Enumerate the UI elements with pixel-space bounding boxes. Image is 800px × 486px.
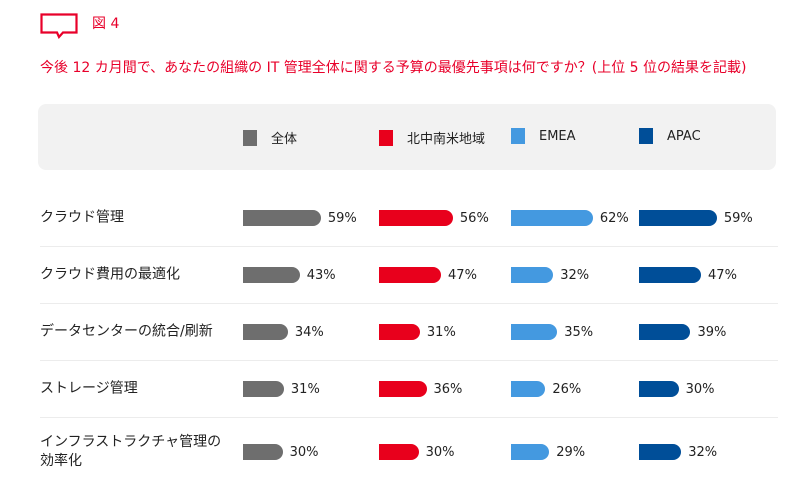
bar-cell-americas: 30% (379, 444, 455, 460)
bar-value: 47% (448, 267, 477, 283)
bar-cell-apac: 32% (639, 444, 717, 460)
bar (243, 444, 283, 460)
bar (511, 324, 558, 340)
bar-cell-americas: 36% (379, 381, 462, 397)
legend-label: APAC (667, 128, 701, 144)
bar (379, 444, 419, 460)
bar-cell-overall: 59% (243, 210, 357, 226)
row-label: データセンターの統合/刷新 (40, 323, 213, 340)
chart-row: インフラストラクチャ管理の効率化 30% 30% 29% 32% (40, 418, 778, 486)
bar (243, 324, 288, 340)
bar-cell-emea: 35% (511, 324, 593, 340)
bar-value: 26% (552, 381, 582, 397)
bar (511, 444, 550, 460)
legend-item-overall: 全体 (243, 128, 297, 147)
bar-value: 62% (599, 210, 629, 226)
bar (379, 381, 427, 397)
bar (243, 381, 284, 397)
legend-label: 北中南米地域 (407, 132, 486, 147)
bar (243, 267, 300, 283)
bar (379, 210, 453, 226)
bar-value: 30% (289, 444, 319, 460)
legend-swatch-overall (243, 129, 257, 146)
legend-swatch-americas (379, 129, 393, 146)
bar-cell-apac: 30% (639, 381, 715, 397)
bar (379, 267, 442, 283)
bar-value: 31% (290, 381, 320, 397)
chart-row: データセンターの統合/刷新 34% 31% 35% 39% (40, 304, 778, 361)
bar (639, 210, 717, 226)
bar (639, 324, 691, 340)
bar-value: 30% (425, 444, 455, 460)
bar-value: 56% (459, 210, 489, 226)
bar (511, 381, 546, 397)
legend-label: EMEA (539, 128, 576, 144)
chart-rows: クラウド管理 59% 56% 62% 59% クラウド費用の最適化 43% 47% 32% 47%… (40, 190, 778, 486)
bar-cell-emea: 32% (511, 267, 589, 283)
bar-cell-americas: 56% (379, 210, 489, 226)
legend-swatch-apac (639, 128, 653, 144)
bar-value: 43% (306, 267, 336, 283)
bar-cell-americas: 47% (379, 267, 477, 283)
bar-cell-americas: 31% (379, 324, 456, 340)
bar-value: 34% (294, 324, 324, 340)
bar-value: 39% (697, 324, 727, 340)
bar-value: 36% (433, 381, 463, 397)
chart-row: クラウド費用の最適化 43% 47% 32% 47% (40, 247, 778, 304)
bar (639, 444, 682, 460)
chart-question-title: 今後 12 カ月間で、あなたの組織の IT 管理全体に関する予算の最優先事項は何… (40, 60, 747, 76)
row-label: ストレージ管理 (40, 380, 138, 397)
bar-cell-apac: 47% (639, 267, 737, 283)
chart-row: ストレージ管理 31% 36% 26% 30% (40, 361, 778, 418)
bar (243, 210, 321, 226)
bar-cell-emea: 62% (511, 210, 629, 226)
chart-row: クラウド管理 59% 56% 62% 59% (40, 190, 778, 247)
bar (379, 324, 420, 340)
bar-value: 35% (564, 324, 594, 340)
bar-value: 59% (327, 210, 357, 226)
speech-bubble-icon (40, 13, 78, 39)
bar-cell-emea: 26% (511, 381, 581, 397)
bar-cell-emea: 29% (511, 444, 585, 460)
legend-label: 全体 (271, 132, 298, 147)
legend-item-americas: 北中南米地域 (379, 128, 485, 147)
figure-label: 図 4 (92, 16, 120, 32)
chart-legend: 全体 北中南米地域 EMEA APAC (38, 104, 776, 170)
bar-cell-apac: 59% (639, 210, 753, 226)
bar-cell-overall: 30% (243, 444, 319, 460)
legend-item-apac: APAC (639, 128, 701, 144)
bar-value: 32% (688, 444, 718, 460)
bar (639, 381, 679, 397)
bar (511, 267, 554, 283)
bar-value: 47% (708, 267, 737, 283)
bar-cell-apac: 39% (639, 324, 726, 340)
bar-value: 31% (426, 324, 456, 340)
row-label: クラウド費用の最適化 (40, 266, 180, 283)
bar (639, 267, 702, 283)
row-label: クラウド管理 (40, 209, 124, 226)
bar (511, 210, 593, 226)
bar-value: 30% (685, 381, 715, 397)
row-label: インフラストラクチャ管理の効率化 (40, 434, 222, 469)
bar-cell-overall: 31% (243, 381, 320, 397)
bar-cell-overall: 34% (243, 324, 324, 340)
legend-item-emea: EMEA (511, 128, 576, 144)
bar-value: 59% (723, 210, 753, 226)
bar-cell-overall: 43% (243, 267, 336, 283)
bar-value: 32% (560, 267, 590, 283)
bar-value: 29% (556, 444, 586, 460)
legend-swatch-emea (511, 128, 525, 144)
